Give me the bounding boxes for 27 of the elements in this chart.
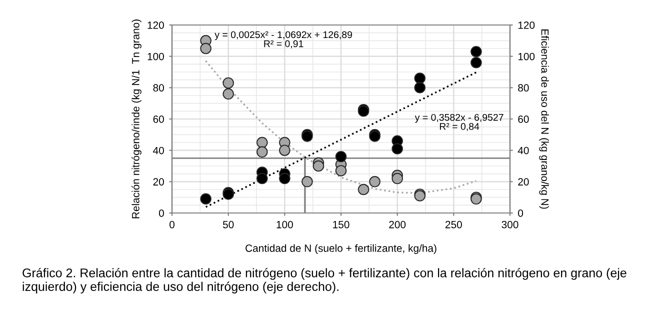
y2-tick-label: 120 <box>518 22 535 29</box>
annotation: y = 0,0025x² - 1,0692x + 126,89 R² = 0,91 <box>214 31 352 48</box>
y2-tick-label: 60 <box>518 116 529 123</box>
y2-tick-label: 20 <box>518 178 529 186</box>
x-tick-label: 150 <box>333 220 350 228</box>
x-tick-label: 0 <box>170 220 174 228</box>
y-tick-label: 120 <box>148 22 164 29</box>
y-tick-label: 60 <box>153 116 164 123</box>
y-tick-label: 80 <box>153 84 164 92</box>
y2-tick-label: 100 <box>518 52 535 60</box>
y2-tick-label: 80 <box>518 84 529 92</box>
y2-tick-label: 0 <box>518 210 524 217</box>
y-tick-label: 20 <box>153 178 164 186</box>
y-axis-title: Relación nitrógeno/rinde (kg N/1 Tn grano) <box>132 20 142 218</box>
y2-tick-label: 40 <box>518 146 529 154</box>
x-tick-label: 250 <box>446 220 462 228</box>
annotation: y = 0,3582x - 6,9527 R² = 0,84 <box>414 114 504 132</box>
y-tick-label: 40 <box>153 146 164 154</box>
x-tick-label: 50 <box>222 220 234 228</box>
y2-axis-title: Eficiencia de uso del N (kg grano/kg N) <box>539 30 549 209</box>
y-tick-label: 0 <box>158 210 164 217</box>
text: Gráfico 2. Relación entre la cantidad de nitrógeno (suelo + fertilizante) con la relación nitrógeno en grano (eje izquierdo) y eficiencia de uso del nitrógeno (eje derecho). <box>22 268 626 294</box>
y-tick-label: 100 <box>148 52 164 60</box>
x-tick-label: 100 <box>276 220 293 228</box>
x-tick-label: 300 <box>502 220 518 228</box>
x-axis-title: Cantidad de N (suelo + fertilizante, kg/ha) <box>246 244 436 254</box>
x-tick-label: 200 <box>389 220 406 228</box>
